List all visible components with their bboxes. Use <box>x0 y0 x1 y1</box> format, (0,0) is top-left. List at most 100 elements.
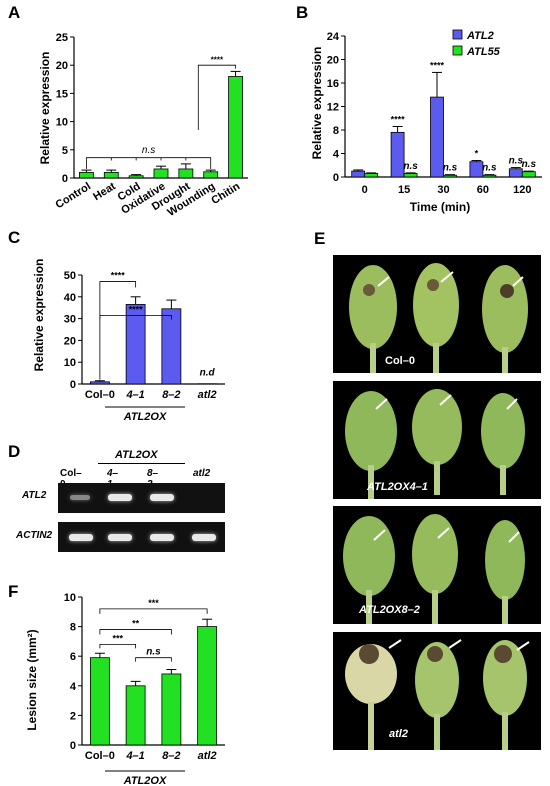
chart-b-x-tick-label: 120 <box>513 184 531 196</box>
chart-f-sig-label: n.s <box>146 647 161 658</box>
chart-f-x-tick-label: atl2 <box>198 750 217 762</box>
chart-b-sig-label: **** <box>391 114 406 124</box>
leaf-label-atl2ox8-2: ATL2OX8–2 <box>359 604 420 616</box>
chart-b-y-tick-label: 0 <box>333 172 339 184</box>
chart-b-sig-label: n.s <box>509 156 524 167</box>
panel-label-d: D <box>8 442 21 461</box>
chart-f-y-tick-label: 10 <box>64 592 76 604</box>
chart-b-bar-atl2 <box>508 168 523 178</box>
chart-b-sig-label: n.s <box>403 161 418 172</box>
chart-a-bar <box>228 76 243 179</box>
chart-c-y-tick-label: 50 <box>64 270 76 282</box>
panel-label-a: A <box>8 3 21 22</box>
chart-b-bar-atl55 <box>364 173 379 178</box>
chart-f-sig-bracket <box>135 657 172 662</box>
chart-f-y-tick-label: 6 <box>70 651 76 663</box>
gel-image-atl2 <box>58 483 225 513</box>
chart-c-ylabel: Relative expression <box>32 259 46 372</box>
chart-b-bar-atl2 <box>469 161 484 178</box>
chart-f-sig-label: *** <box>112 633 123 643</box>
chart-b-bar-atl2 <box>430 96 444 178</box>
chart-b-legend-swatch <box>452 45 463 56</box>
chart-c-x-tick-label: Col–0 <box>85 389 115 401</box>
chart-b-y-tick-label: 4 <box>333 149 340 161</box>
chart-f-y-tick-label: 4 <box>70 681 77 693</box>
chart-c-sig-label: **** <box>111 271 126 281</box>
chart-a-bar <box>128 175 144 179</box>
gel-band <box>192 534 216 541</box>
panel-label-f: F <box>8 582 19 601</box>
leaf-photo-atl2ox4-1: ATL2OX4–1 <box>333 381 541 499</box>
chart-b-bar-atl55 <box>521 171 536 178</box>
chart-a-ns-bracket <box>86 157 212 169</box>
gel-band <box>108 494 132 501</box>
chart-c-y-tick-label: 20 <box>64 335 76 347</box>
chart-f-bar <box>89 657 110 746</box>
gel-row-actin2: ACTIN2 <box>16 530 53 541</box>
chart-b-legend-label: ATL2 <box>466 30 494 42</box>
chart-a-ns-label: n.s <box>142 145 155 156</box>
chart-c-bar <box>161 308 182 385</box>
gel-band <box>150 494 174 501</box>
chart-f-x-tick-label: 8–2 <box>162 750 180 762</box>
chart-b-sig-label: n.s <box>482 163 497 174</box>
gel-band <box>108 534 132 541</box>
chart-f-sig-bracket <box>99 608 208 614</box>
chart-b-x-tick-label: 30 <box>437 184 449 196</box>
chart-b-x-tick-label: 0 <box>362 184 368 196</box>
chart-f-bar <box>161 673 182 746</box>
gel-group-label: ATL2OX <box>115 449 158 461</box>
chart-b-y-tick-label: 8 <box>333 125 339 137</box>
chart-a-y-tick-label: 10 <box>56 117 68 129</box>
chart-b-bar-atl55 <box>482 174 497 178</box>
chart-c-bar <box>125 304 146 385</box>
leaf-photo-art <box>345 389 525 499</box>
chart-a-x-tick-label: Heat <box>91 180 118 203</box>
leaf-photo-atl2ox8-2: ATL2OX8–2 <box>333 506 541 624</box>
chart-c-y-tick-label: 0 <box>70 379 76 391</box>
chart-c-nd-label: n.d <box>200 368 216 379</box>
chart-a-y-tick-label: 5 <box>62 145 68 157</box>
chart-a-y-tick-label: 0 <box>62 173 68 185</box>
chart-f-x-tick-label: Col–0 <box>85 750 115 762</box>
leaf-label-atl2: atl2 <box>389 728 408 740</box>
chart-c-x-tick-label: 8–2 <box>162 389 180 401</box>
chart-b-bar-atl2 <box>351 170 366 178</box>
leaf-photo-atl2: atl2 <box>333 632 541 750</box>
chart-a-x-tick-label: Chitin <box>209 180 242 207</box>
chart-f-group-label: ATL2OX <box>123 775 167 786</box>
leaf-label-col0: Col–0 <box>385 355 415 367</box>
chart-b-sig-label: n.s <box>522 159 537 170</box>
chart-f-bar <box>125 685 146 746</box>
chart-b: Relative expression Time (min) 0 4 8 12 16 20… <box>310 29 542 214</box>
leaf-label-atl2ox4-1: ATL2OX4–1 <box>367 481 428 493</box>
chart-b-x-tick-label: 15 <box>398 184 410 196</box>
chart-f-sig-label: ** <box>132 619 140 629</box>
chart-c-x-tick-label: atl2 <box>198 389 217 401</box>
chart-a-bar <box>103 171 119 179</box>
leaf-photo-art <box>345 639 530 750</box>
chart-c-sig-bracket <box>99 315 172 320</box>
chart-a-sig-bracket <box>197 64 236 131</box>
chart-b-y-tick-label: 20 <box>327 55 339 67</box>
chart-b-legend-label: ATL55 <box>466 46 501 58</box>
chart-a-y-tick-label: 25 <box>56 32 68 44</box>
chart-a-bar <box>153 168 169 179</box>
panel-label-e: E <box>314 229 326 248</box>
chart-b-bar-atl55 <box>403 173 418 178</box>
chart-f-bar <box>197 626 218 746</box>
gel-image-actin2 <box>58 522 225 552</box>
chart-b-legend-swatch <box>452 29 463 40</box>
chart-f-ylabel: Lesion size (mm²) <box>25 629 39 730</box>
gel-band <box>70 495 90 500</box>
chart-a-y-tick-label: 15 <box>56 88 68 100</box>
chart-f-sig-bracket <box>99 629 172 635</box>
chart-b-y-tick-label: 16 <box>327 78 339 90</box>
chart-b-y-tick-label: 24 <box>327 31 340 43</box>
chart-b-x-tick-label: 60 <box>477 184 489 196</box>
chart-b-y-tick-label: 12 <box>327 102 339 114</box>
chart-f-sig-label: *** <box>148 598 159 608</box>
gel-row-atl2: ATL2 <box>22 490 47 501</box>
chart-f-y-tick-label: 8 <box>70 622 76 634</box>
chart-b-bar-atl55 <box>443 174 457 178</box>
